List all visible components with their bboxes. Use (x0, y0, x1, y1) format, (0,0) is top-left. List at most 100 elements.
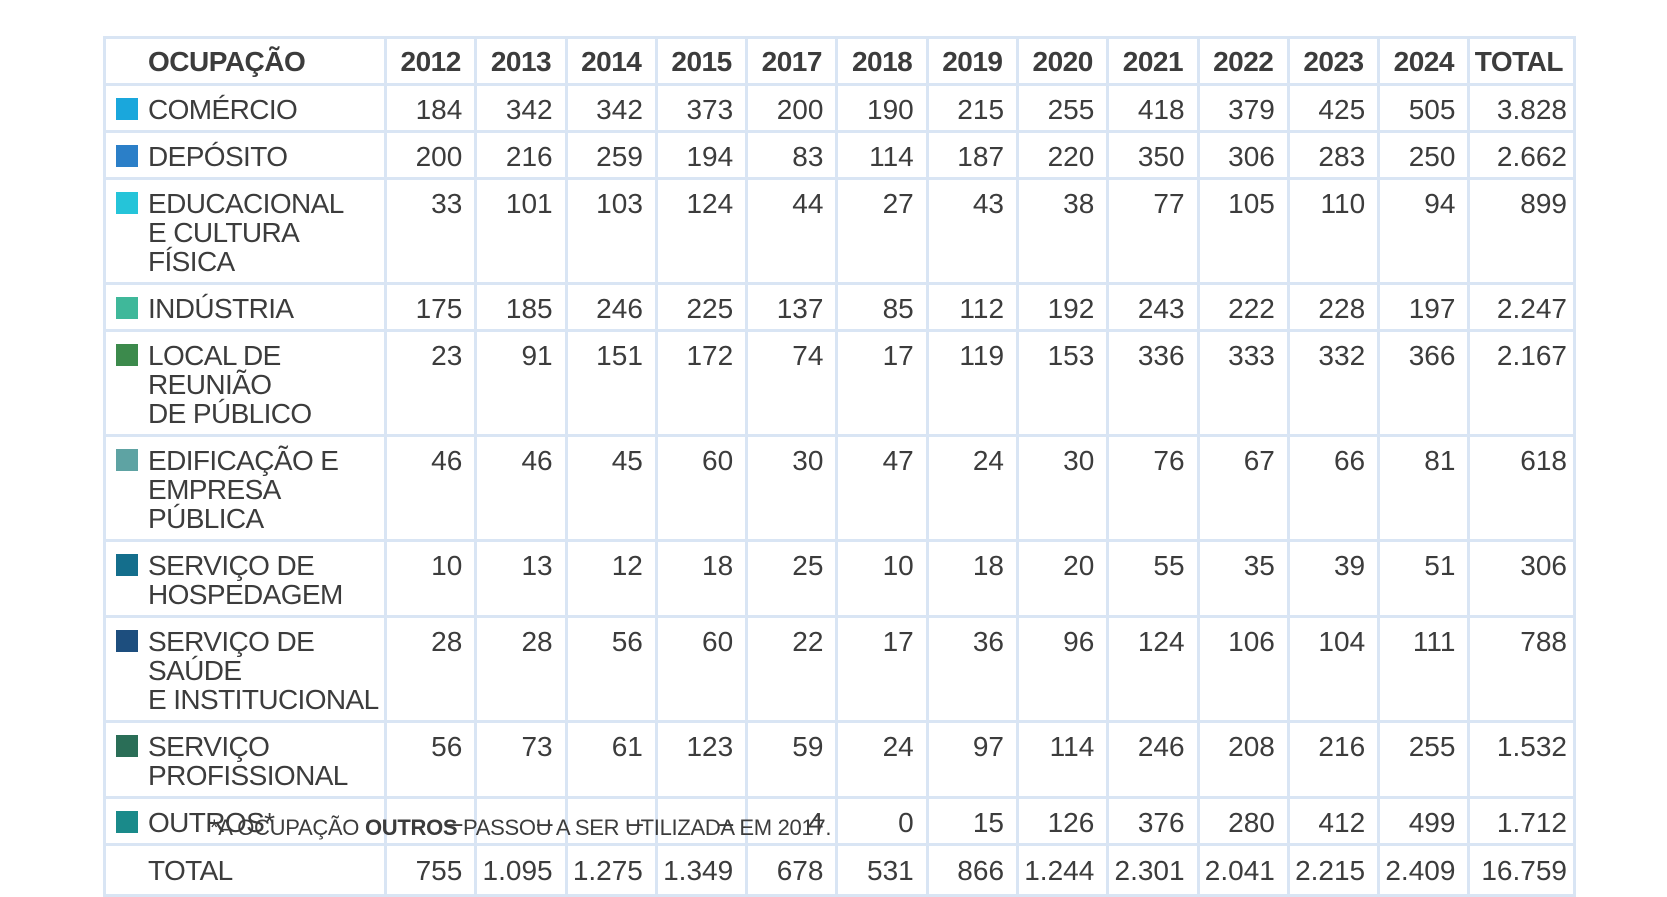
value-cell: 28 (387, 618, 475, 720)
value-cell: 55 (1109, 542, 1197, 615)
value-cell: – (387, 799, 475, 843)
row-label-cell: SERVIÇO DE HOSPEDAGEM (106, 542, 385, 615)
value-cell: 114 (1019, 723, 1107, 796)
value-cell: 418 (1109, 86, 1197, 130)
row-total-cell: 3.828 (1470, 86, 1573, 130)
total-value-cell: 866 (928, 846, 1017, 894)
footnote-suffix: PASSOU A SER UTILIZADA EM 2017. (457, 815, 832, 840)
value-cell: – (567, 799, 655, 843)
value-cell: 81 (1380, 437, 1468, 539)
total-value-cell: 1.349 (657, 846, 746, 894)
value-cell: 216 (1289, 723, 1378, 796)
table-row: OUTROS* – – – –4 0 15 126 376 280 412 499 1.712 (106, 799, 1573, 843)
row-label: LOCAL DE REUNIÃO DE PÚBLICO (148, 340, 312, 429)
value-cell: 103 (567, 180, 655, 282)
value-cell: 23 (387, 332, 475, 434)
value-cell: – (657, 799, 746, 843)
value-cell: 30 (748, 437, 836, 539)
value-cell: 342 (477, 86, 565, 130)
value-cell: 259 (567, 133, 655, 177)
column-header-year: 2020 (1019, 39, 1107, 83)
value-cell: 66 (1289, 437, 1378, 539)
value-cell: 56 (567, 618, 655, 720)
column-header-year: 2019 (928, 39, 1017, 83)
value-cell: 200 (387, 133, 475, 177)
value-cell: 12 (567, 542, 655, 615)
legend-swatch-icon (116, 297, 138, 319)
row-label-cell: SERVIÇO PROFISSIONAL (106, 723, 385, 796)
row-label-cell: OUTROS* (106, 799, 385, 843)
row-label-cell: EDIFICAÇÃO E EMPRESA PÚBLICA (106, 437, 385, 539)
value-cell: 45 (567, 437, 655, 539)
value-cell: 35 (1199, 542, 1287, 615)
legend-swatch-icon (116, 735, 138, 757)
column-header-year: 2021 (1109, 39, 1197, 83)
value-cell: 27 (838, 180, 926, 282)
value-cell: 112 (928, 285, 1017, 329)
value-cell: 197 (1380, 285, 1468, 329)
value-cell: 61 (567, 723, 655, 796)
value-cell: 97 (928, 723, 1017, 796)
value-cell: 184 (387, 86, 475, 130)
column-header-year: 2017 (748, 39, 836, 83)
value-cell: 208 (1199, 723, 1287, 796)
column-header-year: 2012 (387, 39, 475, 83)
legend-swatch-icon (116, 344, 138, 366)
value-cell: 425 (1289, 86, 1378, 130)
value-cell: 74 (748, 332, 836, 434)
value-cell: 38 (1019, 180, 1107, 282)
row-total-cell: 306 (1470, 542, 1573, 615)
value-cell: 67 (1199, 437, 1287, 539)
value-cell: 106 (1199, 618, 1287, 720)
value-cell: 216 (477, 133, 565, 177)
value-cell: 151 (567, 332, 655, 434)
value-cell: 43 (928, 180, 1017, 282)
value-cell: 137 (748, 285, 836, 329)
value-cell: 379 (1199, 86, 1287, 130)
legend-swatch-icon (116, 811, 138, 833)
value-cell: 25 (748, 542, 836, 615)
total-value-cell: 531 (838, 846, 926, 894)
row-label: EDUCACIONAL E CULTURA FÍSICA (148, 188, 344, 277)
value-cell: 20 (1019, 542, 1107, 615)
total-value-cell: 2.041 (1199, 846, 1287, 894)
value-cell: 350 (1109, 133, 1197, 177)
value-cell: 18 (657, 542, 746, 615)
value-cell: 101 (477, 180, 565, 282)
row-label-cell: DEPÓSITO (106, 133, 385, 177)
value-cell: 215 (928, 86, 1017, 130)
value-cell: 114 (838, 133, 926, 177)
legend-swatch-icon (116, 98, 138, 120)
value-cell: 17 (838, 618, 926, 720)
row-label-cell: INDÚSTRIA (106, 285, 385, 329)
row-label: SERVIÇO PROFISSIONAL (148, 731, 348, 791)
total-value-cell: 678 (748, 846, 836, 894)
value-cell: 190 (838, 86, 926, 130)
value-cell: 47 (838, 437, 926, 539)
value-cell: 412 (1289, 799, 1378, 843)
row-label: COMÉRCIO (148, 94, 298, 125)
value-cell: 59 (748, 723, 836, 796)
value-cell: 18 (928, 542, 1017, 615)
column-header-year: 2015 (657, 39, 746, 83)
value-cell: 4 (748, 799, 836, 843)
row-label: INDÚSTRIA (148, 293, 294, 324)
row-label-cell: SERVIÇO DE SAÚDE E INSTITUCIONAL (106, 618, 385, 720)
value-cell: 46 (477, 437, 565, 539)
value-cell: 96 (1019, 618, 1107, 720)
value-cell: 33 (387, 180, 475, 282)
value-cell: 336 (1109, 332, 1197, 434)
value-cell: 220 (1019, 133, 1107, 177)
row-label: DEPÓSITO (148, 141, 288, 172)
table-row: COMÉRCIO 184 342 342 373 200 190 215 255 418 379 42… (106, 86, 1573, 130)
table-row: EDIFICAÇÃO E EMPRESA PÚBLICA 46 46 45 60 30 47… (106, 437, 1573, 539)
table-row: LOCAL DE REUNIÃO DE PÚBLICO 23 91 151 172 74 1… (106, 332, 1573, 434)
value-cell: 15 (928, 799, 1017, 843)
legend-swatch-icon (116, 630, 138, 652)
occupation-table: OCUPAÇÃO 2012 2013 2014 2015 2017 2018 2019 2020… (103, 36, 1576, 897)
value-cell: 222 (1199, 285, 1287, 329)
column-header-year: 2013 (477, 39, 565, 83)
value-cell: 280 (1199, 799, 1287, 843)
footnote-bold: OUTROS (364, 815, 458, 840)
value-cell: 175 (387, 285, 475, 329)
